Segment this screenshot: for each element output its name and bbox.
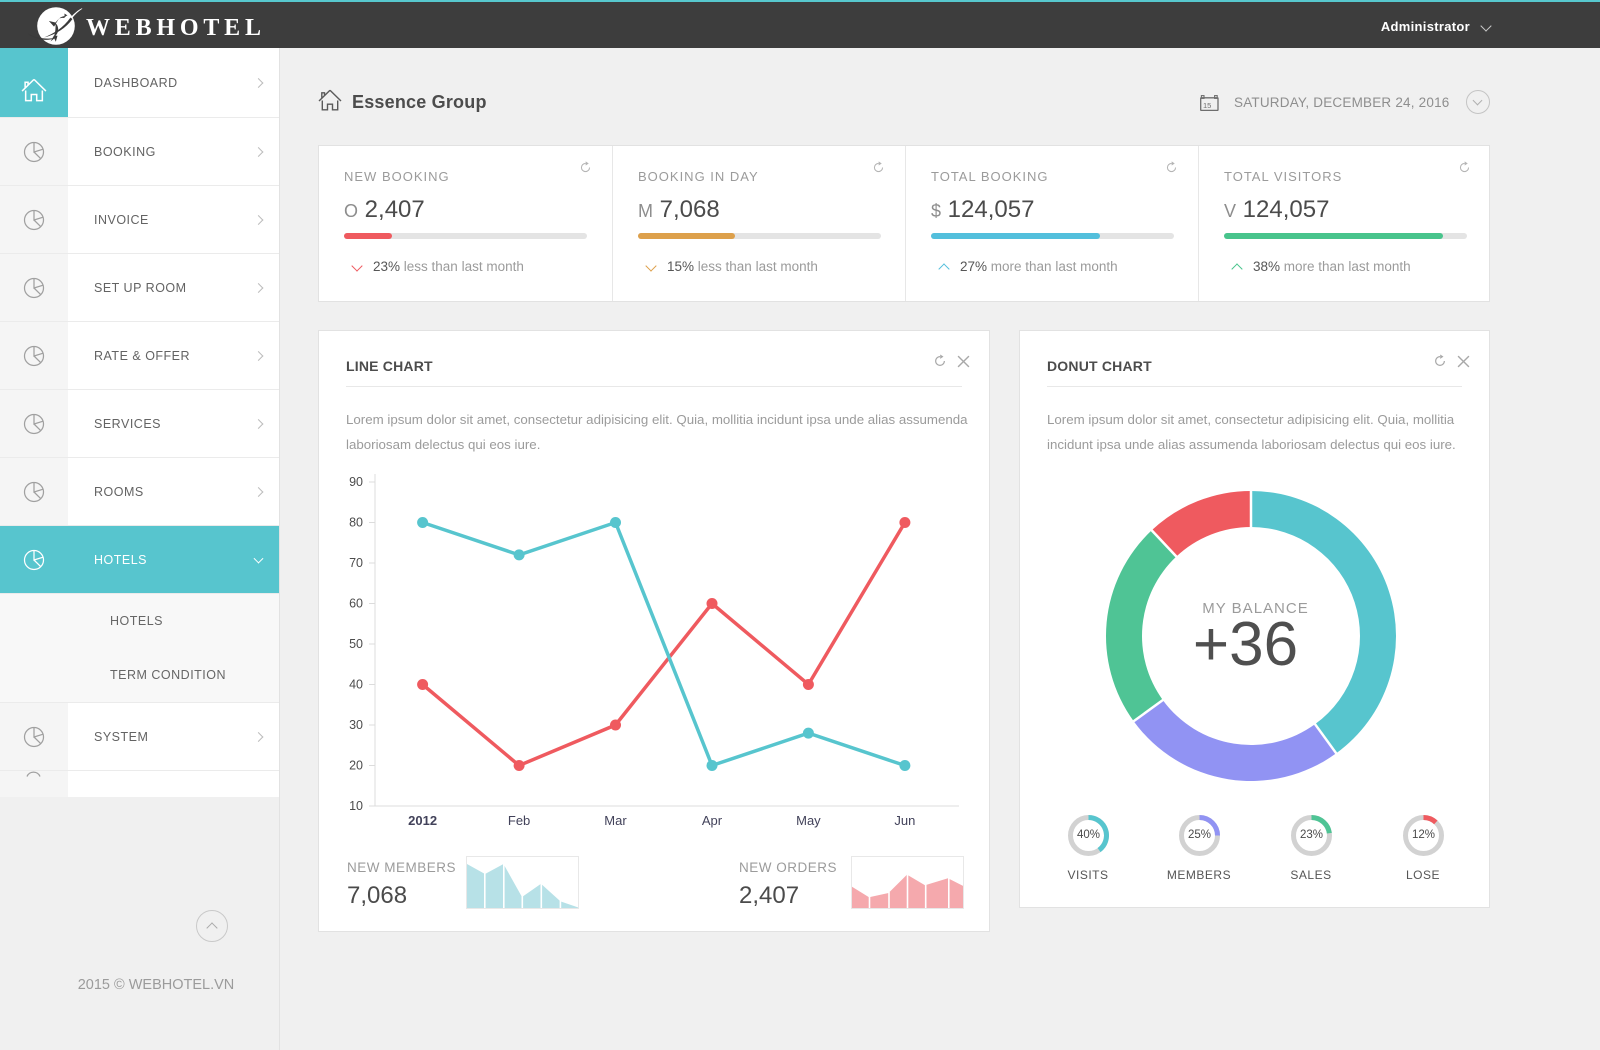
svg-text:10: 10 [349,799,363,813]
svg-text:May: May [796,813,821,828]
svg-text:70: 70 [349,556,363,570]
svg-text:30: 30 [349,718,363,732]
svg-text:90: 90 [349,475,363,489]
svg-text:40: 40 [349,678,363,692]
svg-text:20: 20 [349,759,363,773]
svg-text:60: 60 [349,597,363,611]
svg-text:Mar: Mar [604,813,627,828]
svg-text:Apr: Apr [702,813,723,828]
svg-text:15: 15 [1203,101,1211,110]
svg-text:Feb: Feb [508,813,530,828]
svg-text:50: 50 [349,637,363,651]
svg-text:80: 80 [349,516,363,530]
svg-text:Jun: Jun [894,813,915,828]
svg-text:2012: 2012 [408,813,437,828]
